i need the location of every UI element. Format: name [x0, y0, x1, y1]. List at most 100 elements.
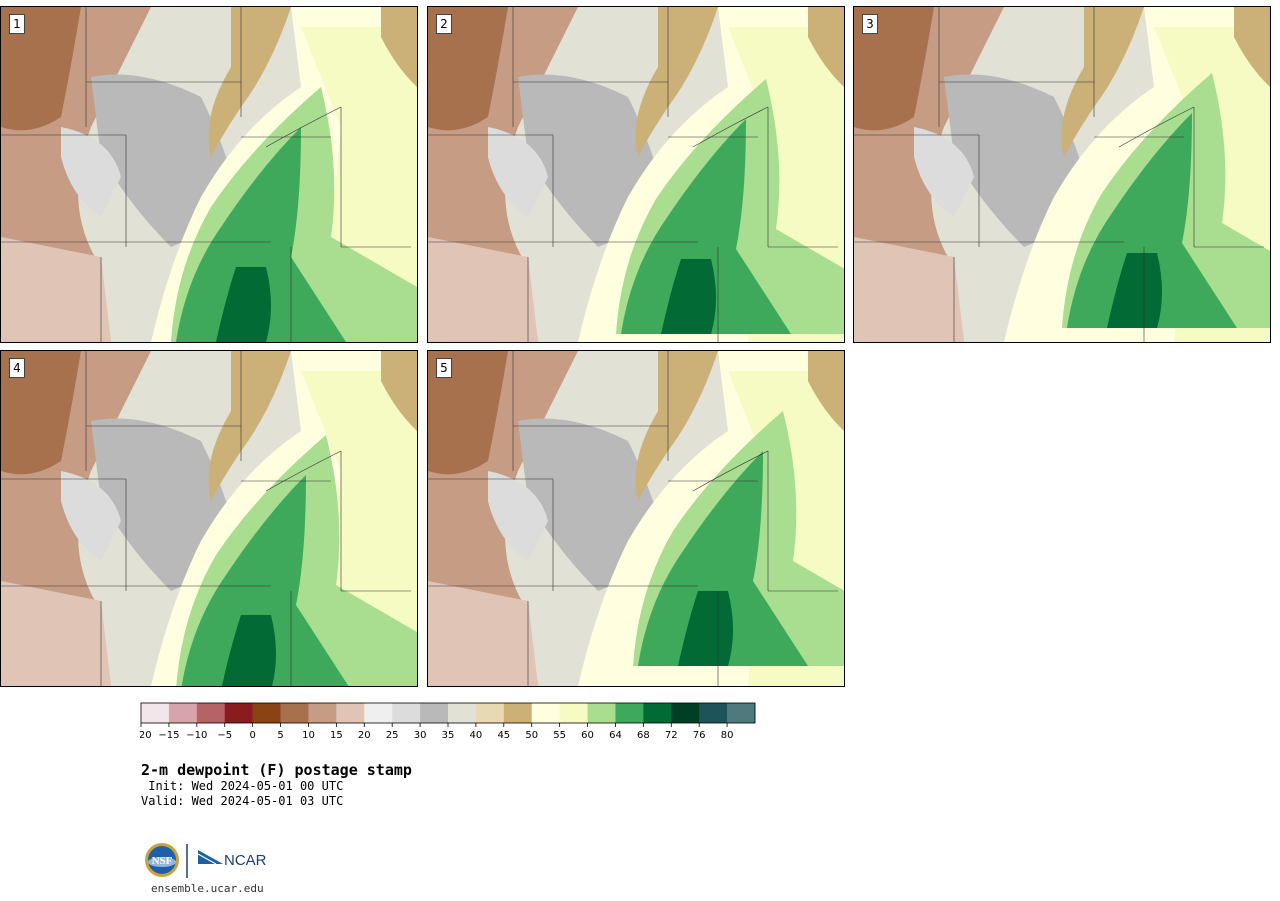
colorbar-tick-label: 68: [637, 730, 650, 741]
stamp-panel-4: 4: [0, 350, 418, 687]
colorbar-swatch: [448, 703, 477, 723]
colorbar-tick-label: 64: [609, 730, 622, 741]
dewpoint-region-green: [176, 127, 346, 342]
colorbar-swatch: [252, 703, 281, 723]
colorbar-tick-label: −15: [158, 730, 179, 741]
dewpoint-region-dark-green: [216, 267, 271, 342]
colorbar-tick-label: 40: [470, 730, 483, 741]
colorbar-tick-label: 0: [249, 730, 255, 741]
dewpoint-region-green: [638, 451, 808, 666]
dewpoint-region-khaki: [208, 351, 291, 501]
colorbar-swatch: [643, 703, 672, 723]
stamp-panel-1: 1: [0, 6, 418, 343]
colorbar-swatch: [280, 703, 309, 723]
colorbar-tick-label: 15: [330, 730, 343, 741]
dewpoint-region-light-tan: [854, 237, 964, 342]
dewpoint-region-dry-brown: [1, 351, 81, 475]
dewpoint-region-dry-brown: [854, 7, 934, 131]
dewpoint-field: [1, 351, 417, 686]
colorbar-swatch: [364, 703, 393, 723]
svg-text:NCAR: NCAR: [224, 852, 267, 869]
colorbar-tick-label: 50: [525, 730, 538, 741]
dewpoint-field: [428, 351, 844, 686]
dewpoint-region-dark-green: [1107, 253, 1162, 328]
panel-number: 5: [436, 358, 452, 378]
state-borders: [1, 351, 411, 686]
dewpoint-region-khaki: [635, 7, 718, 157]
colorbar-swatch: [615, 703, 644, 723]
dewpoint-region-khaki: [208, 7, 291, 157]
colorbar-swatch: [587, 703, 616, 723]
dewpoint-map-4: [1, 351, 417, 686]
dewpoint-field: [854, 7, 1270, 342]
dewpoint-region-khaki: [808, 351, 844, 431]
dewpoint-region-light-gray: [488, 471, 548, 561]
colorbar-swatch: [308, 703, 337, 723]
colorbar-swatch: [141, 703, 170, 723]
dewpoint-region-green: [621, 119, 791, 334]
stamp-panel-5: 5: [427, 350, 845, 687]
dewpoint-region-light-gray: [914, 127, 974, 217]
dewpoint-region-green: [181, 475, 349, 686]
dewpoint-region-khaki: [381, 351, 417, 431]
colorbar-tick-label: 30: [414, 730, 427, 741]
dewpoint-region-light-tan: [428, 237, 538, 342]
colorbar-swatch: [727, 703, 756, 723]
dewpoint-region-light-tan: [1, 237, 111, 342]
state-borders: [428, 7, 838, 342]
nsf-ncar-logo: NSF NCAR: [145, 843, 267, 878]
colorbar-swatch: [559, 703, 588, 723]
dewpoint-region-dark-green: [678, 591, 733, 666]
valid-time: Valid: Wed 2024-05-01 03 UTC: [141, 794, 344, 808]
colorbar-tick-label: 20: [358, 730, 371, 741]
colorbar-tick-label: 25: [386, 730, 399, 741]
colorbar-tick-label: 45: [497, 730, 510, 741]
colorbar-tick-label: 10: [302, 730, 315, 741]
colorbar-swatch: [420, 703, 449, 723]
colorbar-tick-label: 76: [693, 730, 706, 741]
colorbar-tick-label: −20: [140, 730, 152, 741]
colorbar-swatch: [671, 703, 700, 723]
stamp-panel-2: 2: [427, 6, 845, 343]
panel-number: 1: [9, 14, 25, 34]
website-url: ensemble.ucar.edu: [151, 882, 264, 895]
dewpoint-region-dry-brown: [428, 351, 508, 475]
dewpoint-map-3: [854, 7, 1270, 342]
colorbar-tick-label: 5: [277, 730, 283, 741]
colorbar-tick-label: 72: [665, 730, 678, 741]
colorbar-swatch: [503, 703, 533, 723]
colorbar-swatch: [168, 703, 198, 723]
dewpoint-region-green: [1067, 113, 1237, 328]
dewpoint-map-1: [1, 7, 417, 342]
dewpoint-region-khaki: [1061, 7, 1144, 157]
dewpoint-region-khaki: [381, 7, 417, 87]
colorbar-tick-label: 35: [442, 730, 455, 741]
dewpoint-map-5: [428, 351, 844, 686]
dewpoint-region-light-gray: [488, 127, 548, 217]
dewpoint-colorbar: −20 −15 −10 −5 0 5 10 15 20 25 30 35 40 45 50 55 60 64 68 7…: [140, 702, 756, 741]
dewpoint-region-dark-green: [661, 259, 716, 334]
state-borders: [854, 7, 1264, 342]
dewpoint-region-light-gray: [61, 127, 121, 217]
dewpoint-region-light-tan: [1, 581, 111, 686]
colorbar-tick-label: −5: [217, 730, 232, 741]
colorbar-swatch: [531, 703, 560, 723]
colorbar-tick-label: 80: [721, 730, 734, 741]
colorbar-swatch: [475, 703, 505, 723]
state-borders: [1, 7, 411, 342]
colorbar-swatch: [224, 703, 253, 723]
colorbar-swatch: [699, 703, 728, 723]
dewpoint-region-dark-green: [221, 615, 276, 686]
stamp-panel-3: 3: [853, 6, 1271, 343]
dewpoint-region-khaki: [1234, 7, 1270, 87]
state-borders: [428, 351, 838, 686]
colorbar-tick-label: 60: [581, 730, 594, 741]
svg-text:NSF: NSF: [152, 855, 173, 867]
dewpoint-region-khaki: [808, 7, 844, 87]
dewpoint-region-khaki: [635, 351, 718, 501]
dewpoint-region-dry-brown: [1, 7, 81, 131]
chart-title: 2-m dewpoint (F) postage stamp: [141, 761, 412, 779]
dewpoint-region-dry-brown: [428, 7, 508, 131]
colorbar-swatch: [196, 703, 226, 723]
dewpoint-map-2: [428, 7, 844, 342]
